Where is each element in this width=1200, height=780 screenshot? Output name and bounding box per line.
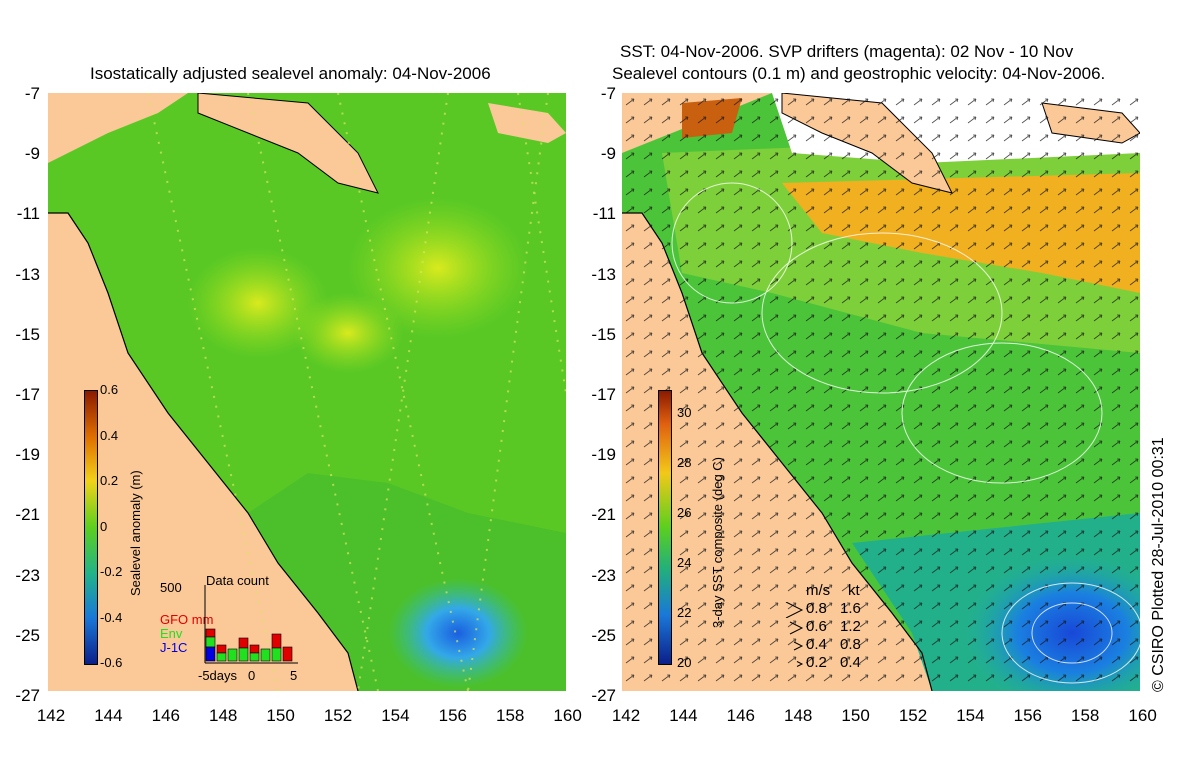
sst-colorbar bbox=[658, 390, 672, 665]
y-tick-label: -13 bbox=[591, 264, 616, 284]
velocity-legend-ms-value: 0.8 bbox=[806, 600, 827, 617]
x-tick-label: 144 bbox=[669, 706, 698, 725]
y-tick-label: -13 bbox=[15, 264, 40, 284]
velocity-legend-header-kt: kt bbox=[848, 582, 860, 599]
right-panel-title-line1: SST: 04-Nov-2006. SVP drifters (magenta)… bbox=[620, 42, 1074, 61]
y-tick-label: -15 bbox=[15, 324, 40, 344]
colorbar-tick-label: 0.6 bbox=[100, 382, 119, 397]
velocity-legend-kt-value: 1.2 bbox=[840, 618, 861, 635]
velocity-arrow-icon bbox=[785, 602, 804, 618]
x-tick-label: 160 bbox=[553, 706, 582, 725]
y-tick-label: -19 bbox=[15, 445, 40, 465]
x-tick-label: 156 bbox=[1013, 706, 1042, 725]
y-tick-label: -23 bbox=[591, 565, 616, 585]
colorbar-tick-label: 22 bbox=[677, 605, 692, 620]
x-tick-label: 158 bbox=[496, 706, 525, 725]
y-tick-label: -21 bbox=[591, 505, 616, 525]
x-tick-label: 160 bbox=[1128, 706, 1157, 725]
y-tick-label: -11 bbox=[16, 204, 40, 224]
y-tick-label: -11 bbox=[592, 204, 616, 224]
data-count-bars bbox=[204, 585, 298, 664]
colorbar-tick-label: 26 bbox=[677, 505, 692, 520]
sealevel-colorbar-label: Sealevel anomaly (m) bbox=[128, 470, 143, 596]
colorbar-tick-label: -0.6 bbox=[100, 655, 123, 670]
velocity-legend-kt-value: 0.8 bbox=[840, 636, 861, 653]
y-tick-label: -27 bbox=[15, 686, 40, 705]
right-panel-title-line2: Sealevel contours (0.1 m) and geostrophi… bbox=[612, 64, 1106, 83]
y-tick-label: -7 bbox=[24, 84, 40, 103]
velocity-arrow-icon bbox=[796, 661, 804, 667]
x-tick-label: 152 bbox=[323, 706, 353, 725]
colorbar-tick-label: -0.4 bbox=[100, 609, 123, 625]
data-count-title: Data count bbox=[206, 573, 269, 588]
data-count-legend-env: Env bbox=[160, 626, 183, 641]
velocity-legend-header-ms: m/s bbox=[806, 582, 831, 599]
data-count-x-label-end: 5 bbox=[290, 668, 298, 683]
data-count-legend-gfo: GFO mm bbox=[160, 612, 214, 627]
plot-credit: © CSIRO Plotted 28-Jul-2010 00:31 bbox=[1150, 437, 1167, 692]
x-tick-label: 152 bbox=[898, 706, 928, 725]
colorbar-tick-label: 28 bbox=[677, 455, 692, 470]
x-tick-label: 148 bbox=[784, 706, 813, 725]
y-tick-label: -9 bbox=[24, 144, 40, 164]
y-tick-label: -15 bbox=[591, 324, 616, 344]
x-tick-label: 154 bbox=[956, 706, 985, 725]
colorbar-tick-label: 0.4 bbox=[100, 427, 119, 443]
y-tick-label: -17 bbox=[15, 385, 40, 404]
sst-colorbar-label: 3-day SST composite (deg C) bbox=[710, 457, 725, 628]
sealevel-anomaly-map bbox=[48, 93, 566, 691]
y-tick-label: -17 bbox=[591, 385, 616, 404]
velocity-arrow-icon bbox=[793, 641, 804, 651]
y-tick-label: -9 bbox=[600, 144, 616, 164]
x-tick-label: 150 bbox=[841, 706, 870, 725]
velocity-legend-kt-value: 0.4 bbox=[840, 654, 861, 671]
x-tick-label: 144 bbox=[94, 706, 123, 725]
colorbar-tick-label: -0.2 bbox=[100, 564, 123, 579]
x-tick-label: 150 bbox=[266, 706, 295, 725]
data-count-max-label: 500 bbox=[160, 580, 182, 595]
colorbar-tick-label: 30 bbox=[677, 405, 692, 420]
y-tick-label: -25 bbox=[15, 625, 40, 645]
sst-map bbox=[622, 93, 1140, 691]
x-tick-label: 156 bbox=[438, 706, 467, 725]
y-tick-label: -27 bbox=[591, 686, 616, 705]
velocity-legend-ms-value: 0.6 bbox=[806, 618, 827, 635]
x-tick-label: 158 bbox=[1071, 706, 1100, 725]
colorbar-tick-label: 0 bbox=[100, 518, 108, 534]
y-tick-label: -21 bbox=[15, 505, 40, 525]
x-tick-label: 142 bbox=[36, 706, 66, 725]
data-count-x-label-zero: 0 bbox=[248, 668, 256, 683]
x-tick-label: 146 bbox=[151, 706, 180, 725]
sealevel-colorbar bbox=[84, 390, 98, 665]
y-tick-label: -25 bbox=[591, 625, 616, 645]
velocity-arrow-icon bbox=[789, 621, 804, 635]
x-tick-label: 148 bbox=[209, 706, 238, 725]
velocity-legend-ms-value: 0.2 bbox=[806, 654, 827, 671]
left-panel-title: Isostatically adjusted sealevel anomaly:… bbox=[90, 64, 491, 83]
velocity-legend-kt-value: 1.6 bbox=[840, 600, 861, 617]
colorbar-tick-label: 24 bbox=[677, 555, 692, 570]
y-tick-label: -23 bbox=[15, 565, 40, 585]
y-tick-label: -7 bbox=[600, 84, 616, 103]
x-tick-label: 146 bbox=[726, 706, 755, 725]
x-tick-label: 154 bbox=[381, 706, 410, 725]
y-tick-label: -19 bbox=[591, 445, 616, 465]
data-count-legend-j1c: J-1C bbox=[160, 640, 188, 655]
x-tick-label: 142 bbox=[611, 706, 641, 725]
colorbar-tick-label: 20 bbox=[677, 655, 692, 670]
colorbar-tick-label: 0.2 bbox=[100, 473, 119, 488]
velocity-legend-ms-value: 0.4 bbox=[806, 636, 827, 653]
data-count-x-label-start: -5days bbox=[198, 668, 238, 683]
